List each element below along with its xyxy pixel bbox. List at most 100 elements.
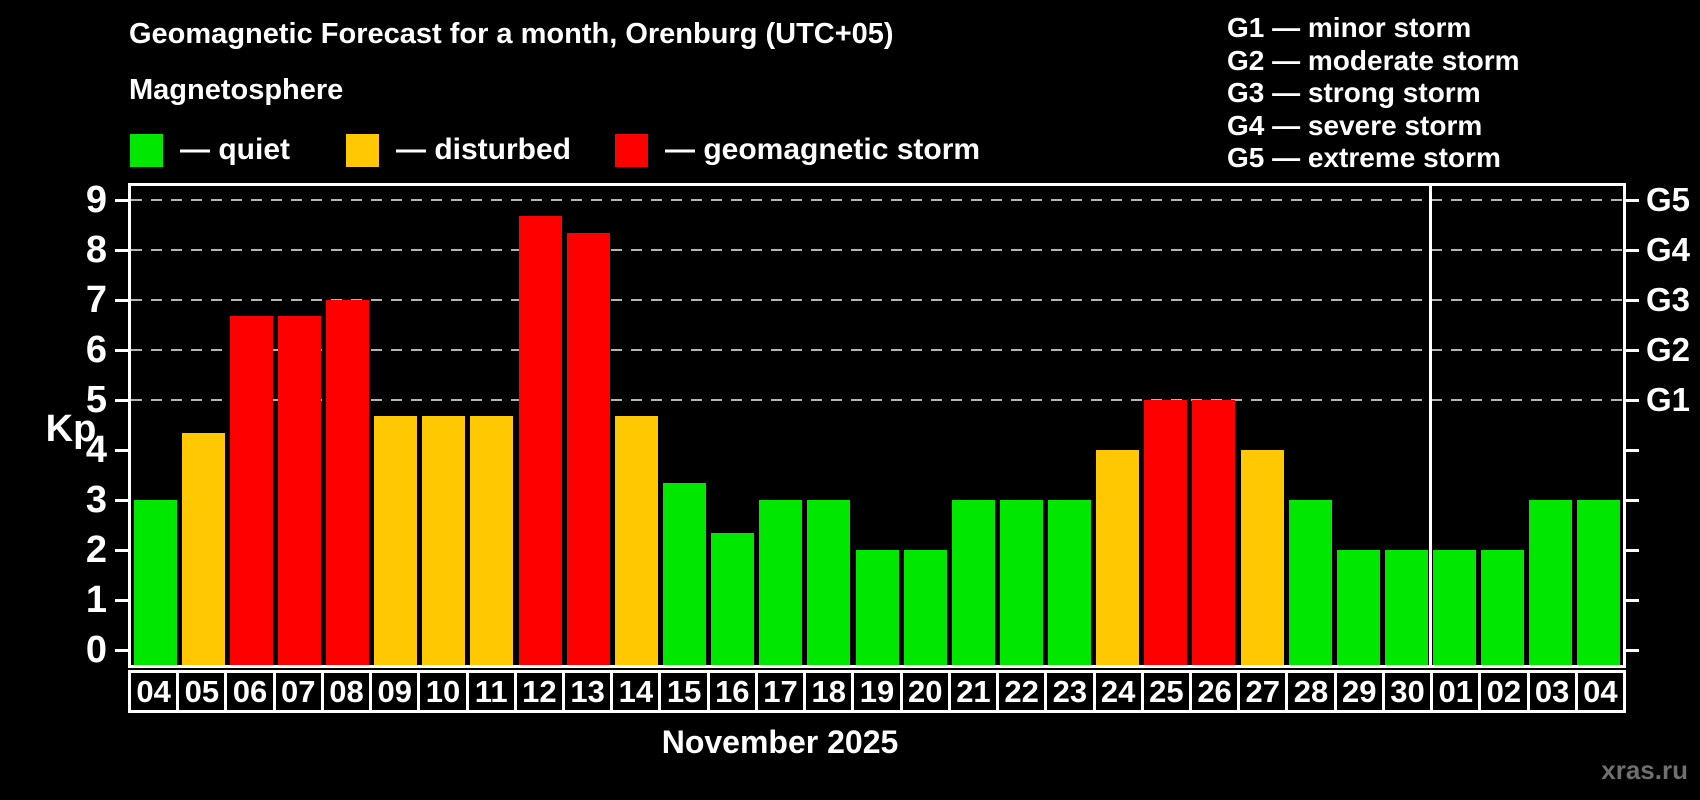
kp-tick-label-6: 6 bbox=[85, 329, 107, 371]
right-axis-tick-2 bbox=[1626, 549, 1639, 552]
date-cell-15: 19 bbox=[851, 670, 903, 713]
kp-tick-label-2: 2 bbox=[85, 529, 107, 571]
date-cell-20: 24 bbox=[1092, 670, 1144, 713]
kp-bar-08 bbox=[326, 300, 370, 665]
kp-bar-28 bbox=[1288, 500, 1332, 665]
kp-tick-label-8: 8 bbox=[85, 229, 107, 271]
kp-bar-07 bbox=[277, 316, 321, 665]
right-axis-tick-3 bbox=[1626, 499, 1639, 502]
left-axis-tick-5 bbox=[115, 399, 128, 402]
g-tick-label-g5: G5 bbox=[1646, 181, 1691, 218]
right-axis-tick-0 bbox=[1626, 649, 1639, 652]
kp-bar-03 bbox=[1529, 500, 1573, 665]
g-legend-line-g1: G1 — minor storm bbox=[1227, 12, 1472, 43]
date-cell-19: 23 bbox=[1044, 670, 1096, 713]
grid-line-kp9 bbox=[131, 199, 1623, 201]
date-cell-8: 12 bbox=[513, 670, 566, 713]
kp-bar-19 bbox=[855, 550, 899, 665]
legend-label-disturbed: — disturbed bbox=[396, 133, 572, 166]
kp-bar-15 bbox=[662, 483, 706, 665]
date-cell-18: 22 bbox=[996, 670, 1048, 713]
date-cell-14: 18 bbox=[803, 670, 855, 713]
kp-bar-21 bbox=[951, 500, 995, 665]
date-cell-30: 04 bbox=[1574, 670, 1626, 713]
g-legend-line-g3: G3 — strong storm bbox=[1227, 77, 1481, 108]
date-cell-9: 13 bbox=[562, 670, 614, 713]
legend-swatch-disturbed-icon bbox=[346, 134, 379, 167]
date-cell-28: 02 bbox=[1478, 670, 1530, 713]
kp-bar-13 bbox=[566, 233, 610, 665]
date-cell-10: 14 bbox=[610, 670, 662, 713]
kp-bar-06 bbox=[229, 316, 273, 665]
month-separator-line bbox=[1428, 186, 1432, 665]
legend-swatch-quiet-icon bbox=[130, 134, 163, 167]
date-cell-16: 20 bbox=[899, 670, 951, 713]
date-cell-21: 25 bbox=[1140, 670, 1192, 713]
left-axis-tick-3 bbox=[115, 499, 128, 502]
kp-bar-23 bbox=[1048, 500, 1092, 665]
kp-bar-11 bbox=[470, 416, 514, 665]
watermark-xras: xras.ru bbox=[1601, 755, 1688, 785]
date-cell-5: 09 bbox=[369, 670, 421, 713]
g-tick-label-g1: G1 bbox=[1646, 381, 1691, 418]
legend-label-storm: — geomagnetic storm bbox=[665, 133, 981, 166]
legend-swatch-storm-icon bbox=[615, 134, 648, 167]
date-cell-22: 26 bbox=[1188, 670, 1241, 713]
subtitle-magnetosphere: Magnetosphere bbox=[129, 74, 344, 106]
right-axis-tick-4 bbox=[1626, 449, 1639, 452]
date-cell-23: 27 bbox=[1237, 670, 1289, 713]
kp-bar-27 bbox=[1240, 450, 1284, 665]
left-axis-tick-7 bbox=[115, 299, 128, 302]
kp-bar-25 bbox=[1144, 400, 1188, 665]
date-cell-11: 15 bbox=[658, 670, 710, 713]
y-axis-label-kp: Kp bbox=[45, 408, 97, 450]
kp-bar-01 bbox=[1433, 550, 1477, 665]
legend-label-quiet: — quiet bbox=[180, 133, 290, 166]
kp-bar-04 bbox=[133, 500, 177, 665]
right-axis-tick-9 bbox=[1626, 199, 1639, 202]
date-cell-4: 08 bbox=[320, 670, 373, 713]
g-tick-label-g4: G4 bbox=[1646, 231, 1691, 268]
kp-bar-18 bbox=[807, 500, 851, 665]
left-axis-tick-1 bbox=[115, 599, 128, 602]
kp-bar-17 bbox=[759, 500, 803, 665]
date-cell-26: 30 bbox=[1381, 670, 1434, 713]
date-cell-2: 06 bbox=[224, 670, 276, 713]
date-cell-7: 11 bbox=[465, 670, 517, 713]
date-cell-13: 17 bbox=[754, 670, 807, 713]
date-cell-25: 29 bbox=[1333, 670, 1385, 713]
date-cell-24: 28 bbox=[1285, 670, 1337, 713]
left-axis-tick-6 bbox=[115, 349, 128, 352]
g-tick-label-g2: G2 bbox=[1646, 331, 1691, 368]
date-cell-0: 04 bbox=[128, 670, 180, 713]
left-axis-tick-0 bbox=[115, 649, 128, 652]
kp-bar-24 bbox=[1096, 450, 1140, 665]
kp-bar-10 bbox=[422, 416, 466, 665]
g-legend-line-g5: G5 — extreme storm bbox=[1227, 142, 1501, 173]
kp-tick-label-5: 5 bbox=[85, 379, 107, 421]
left-axis-tick-2 bbox=[115, 549, 128, 552]
month-label: November 2025 bbox=[661, 724, 899, 760]
kp-bar-16 bbox=[711, 533, 755, 665]
kp-bar-20 bbox=[903, 550, 947, 665]
kp-bar-09 bbox=[374, 416, 418, 665]
left-axis-tick-4 bbox=[115, 449, 128, 452]
kp-tick-label-7: 7 bbox=[85, 279, 107, 321]
grid-line-kp5 bbox=[131, 399, 1623, 401]
left-axis-tick-9 bbox=[115, 199, 128, 202]
date-cell-27: 01 bbox=[1430, 670, 1482, 713]
date-cell-12: 16 bbox=[706, 670, 758, 713]
right-axis-tick-6 bbox=[1626, 349, 1639, 352]
g-tick-label-g3: G3 bbox=[1646, 281, 1691, 318]
kp-bar-04 bbox=[1577, 500, 1621, 665]
left-axis-tick-8 bbox=[115, 249, 128, 252]
right-axis-tick-5 bbox=[1626, 399, 1639, 402]
date-cell-29: 03 bbox=[1526, 670, 1578, 713]
date-cell-17: 21 bbox=[947, 670, 1000, 713]
right-axis-tick-7 bbox=[1626, 299, 1639, 302]
page-title: Geomagnetic Forecast for a month, Orenbu… bbox=[129, 18, 894, 50]
kp-tick-label-9: 9 bbox=[85, 179, 107, 221]
plot-inner bbox=[131, 186, 1623, 665]
kp-tick-label-1: 1 bbox=[85, 579, 107, 621]
